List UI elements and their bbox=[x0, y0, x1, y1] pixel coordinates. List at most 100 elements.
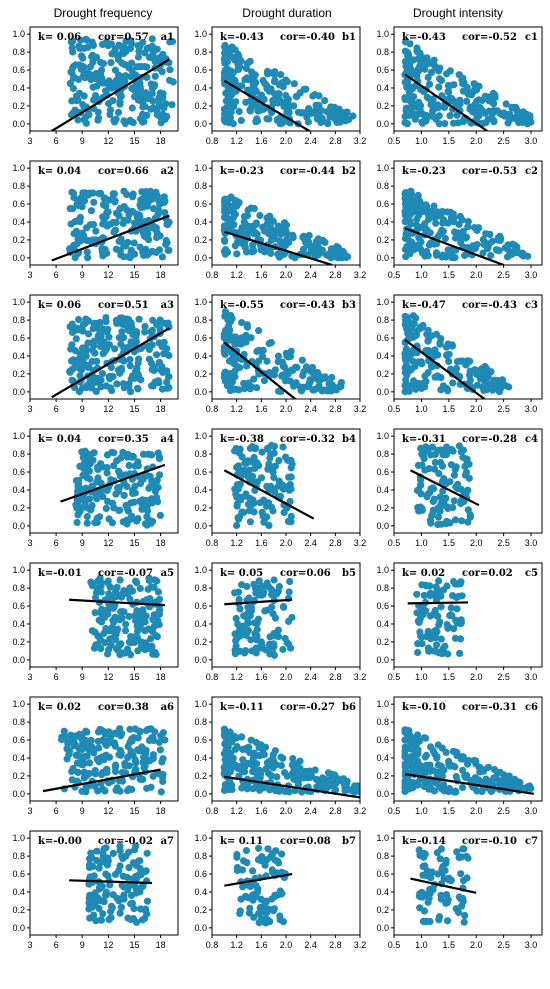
panel-id-label: c5 bbox=[525, 568, 538, 579]
y-tick-label: 1.0 bbox=[194, 833, 207, 843]
data-point bbox=[235, 386, 243, 394]
data-point bbox=[260, 377, 268, 385]
x-tick-label: 12 bbox=[103, 136, 113, 146]
data-point bbox=[154, 377, 162, 385]
data-point bbox=[144, 585, 152, 593]
data-point bbox=[402, 230, 410, 238]
y-tick-label: 0.2 bbox=[376, 637, 389, 647]
slope-label: k=-0.31 bbox=[402, 434, 446, 445]
data-point bbox=[246, 106, 254, 114]
slope-label: k=-0.23 bbox=[402, 166, 446, 177]
data-point bbox=[267, 585, 275, 593]
data-point bbox=[135, 315, 143, 323]
data-point bbox=[75, 477, 83, 485]
y-tick-label: 1.0 bbox=[194, 565, 207, 575]
data-point bbox=[421, 220, 429, 228]
data-point bbox=[107, 83, 115, 91]
data-point bbox=[313, 113, 321, 121]
data-point bbox=[235, 628, 243, 637]
y-tick-label: 0.6 bbox=[12, 199, 25, 209]
data-point bbox=[444, 624, 452, 632]
data-point bbox=[420, 591, 428, 600]
data-point bbox=[457, 448, 465, 456]
data-point bbox=[459, 766, 467, 774]
data-point bbox=[92, 53, 101, 61]
data-point bbox=[80, 768, 88, 776]
data-point bbox=[263, 482, 271, 490]
data-point bbox=[146, 595, 154, 603]
data-point bbox=[436, 339, 444, 347]
x-tick-label: 2.4 bbox=[304, 538, 317, 548]
data-point bbox=[85, 863, 94, 872]
data-point bbox=[275, 81, 284, 89]
data-point bbox=[138, 743, 146, 751]
data-point bbox=[139, 644, 147, 652]
data-point bbox=[91, 767, 99, 775]
data-point bbox=[249, 867, 257, 875]
data-point bbox=[482, 230, 490, 238]
data-point bbox=[129, 452, 137, 461]
y-tick-label: 1.0 bbox=[376, 297, 389, 307]
panel-c6: 0.0 0.2 0.4 0.6 0.8 1.0 0.5 1.0 1.5 2.0 2.5 3.0 k=-0… bbox=[376, 696, 543, 816]
data-point bbox=[120, 117, 128, 125]
data-point bbox=[487, 251, 495, 260]
y-tick-label: 0.2 bbox=[194, 369, 207, 379]
panel-id-label: b4 bbox=[342, 434, 356, 445]
y-tick-label: 1.0 bbox=[376, 431, 389, 441]
data-point bbox=[231, 646, 239, 654]
data-point bbox=[351, 783, 359, 791]
data-point bbox=[237, 227, 245, 235]
y-tick-label: 0.4 bbox=[194, 485, 207, 495]
x-tick-label: 12 bbox=[103, 270, 113, 280]
panels-grid: 0.0 0.2 0.4 0.6 0.8 1.0 3 6 9 12 15 18 k= 0.06 cor=0.… bbox=[12, 26, 543, 950]
x-tick-label: 2.8 bbox=[329, 538, 342, 548]
data-point bbox=[287, 464, 295, 472]
data-point bbox=[162, 236, 170, 245]
x-tick-label: 15 bbox=[129, 940, 139, 950]
data-point bbox=[266, 212, 274, 220]
data-point bbox=[102, 870, 110, 878]
data-point bbox=[221, 250, 229, 258]
x-tick-label: 6 bbox=[54, 136, 59, 146]
data-point bbox=[247, 760, 255, 768]
data-point bbox=[116, 205, 124, 213]
y-tick-label: 0.6 bbox=[194, 199, 207, 209]
data-point bbox=[408, 101, 416, 109]
data-point bbox=[144, 342, 152, 350]
data-point bbox=[451, 228, 459, 236]
data-point bbox=[84, 504, 92, 512]
x-tick-label: 1.5 bbox=[443, 806, 456, 816]
data-point bbox=[116, 576, 124, 584]
data-point bbox=[459, 227, 467, 235]
data-point bbox=[412, 314, 420, 322]
data-point bbox=[432, 779, 440, 787]
data-point bbox=[461, 772, 469, 780]
data-point bbox=[66, 323, 74, 331]
data-point bbox=[314, 107, 322, 115]
data-point bbox=[111, 870, 120, 879]
plot-frame bbox=[393, 428, 543, 534]
panel-id-label: a3 bbox=[161, 300, 174, 311]
data-point bbox=[270, 640, 278, 648]
data-point bbox=[423, 493, 431, 501]
regression-line bbox=[69, 879, 152, 885]
data-point bbox=[139, 609, 147, 617]
data-point bbox=[115, 468, 123, 476]
data-point bbox=[283, 639, 291, 647]
panel-id-label: b1 bbox=[342, 32, 356, 43]
regression-line bbox=[51, 58, 170, 131]
data-point bbox=[414, 648, 422, 657]
correlation-label: cor=-0.27 bbox=[280, 702, 335, 713]
data-point bbox=[156, 232, 164, 240]
x-tick-label: 2.0 bbox=[470, 270, 483, 280]
data-point bbox=[238, 82, 246, 90]
data-point bbox=[287, 518, 295, 526]
y-tick-label: 0.2 bbox=[12, 771, 25, 781]
data-point bbox=[272, 95, 280, 103]
data-point bbox=[337, 383, 345, 391]
data-point bbox=[427, 207, 435, 216]
data-point bbox=[451, 234, 460, 242]
data-point bbox=[334, 244, 342, 252]
panel-id-label: c7 bbox=[525, 836, 538, 847]
data-point bbox=[128, 59, 136, 67]
